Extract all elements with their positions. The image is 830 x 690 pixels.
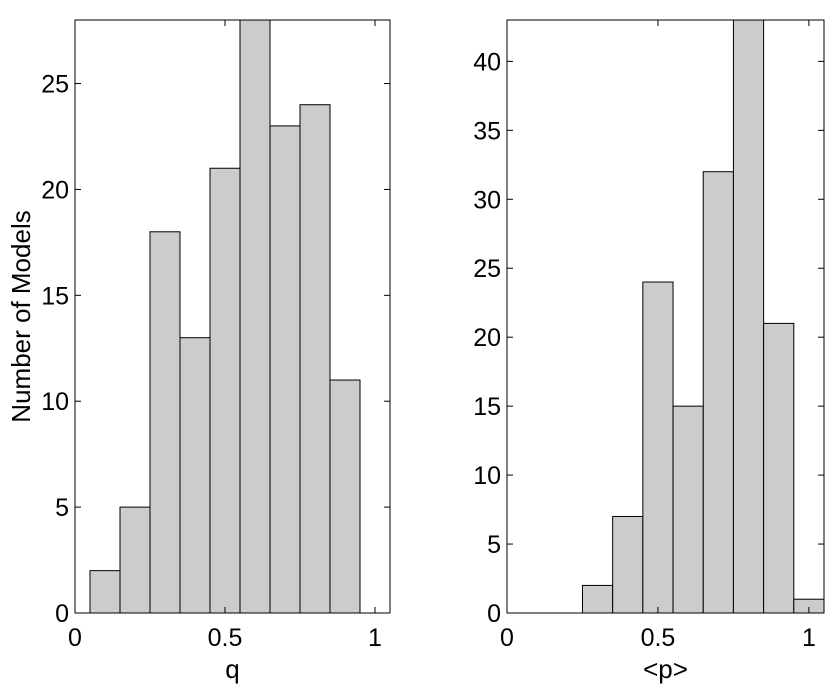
- y-tick-label: 10: [41, 388, 69, 416]
- chart-panel-1: 0 5 10 15 20 25 0 0.5 1 q Number of Models: [6, 19, 391, 684]
- histogram-bar: [329, 379, 361, 613]
- x-axis-label: q: [225, 654, 239, 684]
- chart-panel-2: 0 5 10 15 20 25 30 35 40 0 0.5 1 <p>: [473, 19, 825, 684]
- x-tick-label: 1: [368, 624, 382, 652]
- histogram-bar: [89, 570, 121, 613]
- y-tick-label: 30: [473, 186, 501, 214]
- histogram-bar: [149, 231, 181, 613]
- axes-frame: [74, 19, 391, 614]
- y-tick-label: 25: [41, 71, 69, 99]
- y-tick-label: 5: [55, 494, 69, 522]
- histogram-bar: [581, 584, 614, 613]
- y-axis-label: Number of Models: [6, 210, 36, 422]
- x-tick-label: 0: [68, 624, 82, 652]
- y-tick-label: 15: [41, 282, 69, 310]
- x-tick-label: 0.5: [641, 624, 676, 652]
- histogram-bar: [642, 281, 674, 613]
- histogram-bar: [763, 322, 795, 613]
- bars-group: [581, 20, 824, 613]
- axes-frame: [506, 19, 825, 614]
- y-tick-label: 35: [473, 117, 501, 145]
- y-tick-label: 5: [487, 531, 501, 559]
- histogram-bar: [209, 167, 241, 613]
- y-tick-label: 25: [473, 255, 501, 283]
- y-tick-label: 20: [41, 176, 69, 204]
- histogram-bar: [119, 506, 151, 613]
- histogram-bar: [239, 20, 271, 613]
- y-tick-label: 0: [487, 600, 501, 628]
- x-tick-label: 1: [802, 624, 816, 652]
- histogram-bar: [702, 171, 734, 613]
- histogram-bar: [672, 405, 704, 613]
- histogram-bar: [612, 515, 644, 613]
- y-tick-label: 15: [473, 393, 501, 421]
- histogram-bar: [179, 337, 211, 613]
- y-tick-label: 10: [473, 462, 501, 490]
- bars-group: [89, 20, 361, 613]
- y-tick-label: 0: [55, 600, 69, 628]
- x-axis-label: <p>: [643, 654, 688, 684]
- y-tick-label: 40: [473, 48, 501, 76]
- y-tick-label: 20: [473, 324, 501, 352]
- x-tick-label: 0.5: [208, 624, 243, 652]
- histogram-bar: [269, 125, 301, 613]
- histogram-bar: [299, 104, 331, 613]
- histogram-bar: [732, 20, 765, 613]
- x-tick-label: 0: [500, 624, 514, 652]
